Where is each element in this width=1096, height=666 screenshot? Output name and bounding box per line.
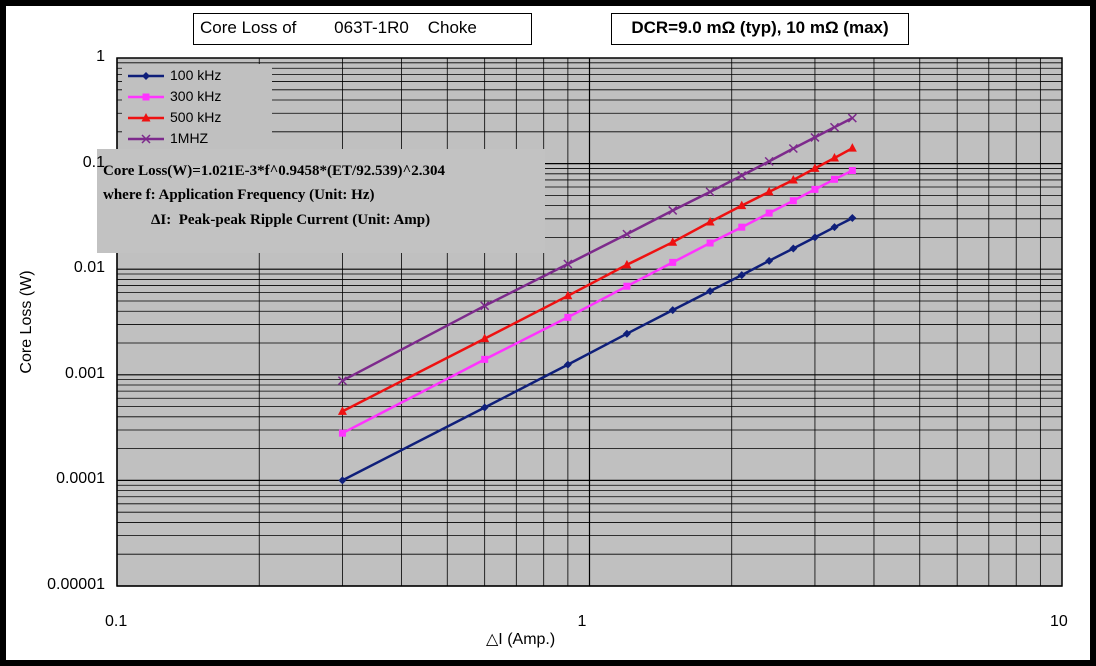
plot-border	[116, 57, 1063, 587]
data-point	[810, 233, 819, 242]
data-point	[705, 187, 715, 197]
data-point	[668, 205, 678, 215]
x-axis-label: △I (Amp.)	[486, 631, 556, 648]
legend: 100 kHz 300 kHz 500 kHz 1MHZ	[122, 64, 272, 152]
y-tick-label: 0.0001	[56, 470, 105, 488]
data-point	[737, 200, 747, 210]
data-point	[764, 156, 774, 166]
data-point	[563, 360, 572, 369]
data-point	[788, 143, 798, 154]
formula-line-1: Core Loss(W)=1.021E-3*f^0.9458*(ET/92.53…	[103, 163, 445, 179]
series-layer	[337, 113, 857, 485]
data-point	[737, 171, 747, 181]
data-point	[622, 259, 632, 269]
data-point	[848, 214, 857, 223]
data-point	[847, 113, 857, 123]
data-point	[738, 223, 746, 231]
dcr-note: DCR=9.0 mΩ (typ), 10 mΩ (max)	[611, 13, 909, 45]
data-point	[830, 175, 838, 183]
grid-lines	[116, 57, 1063, 587]
series-line	[341, 147, 854, 413]
legend-label: 500 kHz	[170, 109, 222, 125]
legend-swatch-marker	[141, 113, 151, 122]
formula-line-2: where f: Application Frequency (Unit: Hz…	[103, 187, 375, 203]
chart-frame: Core Loss of 063T-1R0 Choke DCR=9.0 mΩ (…	[6, 6, 1090, 660]
y-tick-label: 0.01	[73, 259, 105, 277]
data-point	[337, 376, 347, 386]
data-point	[564, 313, 572, 321]
data-point	[830, 223, 839, 232]
y-tick-label: 0.1	[82, 153, 105, 171]
data-point	[338, 476, 347, 485]
formula-box: Core Loss(W)=1.021E-3*f^0.9458*(ET/92.53…	[97, 149, 545, 253]
data-point	[622, 229, 632, 239]
legend-item: 300 kHz	[122, 87, 272, 107]
data-point	[829, 152, 839, 162]
data-point	[338, 429, 346, 437]
formula-line-3: ΔI: Peak-peak Ripple Current (Unit: Amp)	[151, 212, 431, 228]
data-point	[706, 239, 714, 247]
data-point	[337, 406, 347, 415]
series-3	[337, 143, 857, 415]
legend-label: 1MHZ	[170, 130, 209, 146]
legend-swatch	[128, 113, 164, 122]
chart-title: Core Loss of 063T-1R0 Choke	[193, 13, 532, 45]
legend-item: 500 kHz	[122, 108, 272, 128]
legend-label: 100 kHz	[170, 67, 222, 83]
data-point	[480, 403, 489, 412]
series-line	[341, 216, 853, 482]
x-tick-label: 0.1	[105, 613, 128, 630]
x-tick-label: 1	[577, 613, 587, 630]
data-point	[668, 237, 678, 246]
data-point	[706, 287, 715, 296]
data-point	[764, 186, 774, 196]
y-tick-label: 0.00001	[47, 576, 105, 593]
legend-swatch-marker	[141, 134, 151, 144]
core-loss-chart	[116, 57, 1063, 587]
y-tick-label: 0.001	[64, 364, 105, 382]
data-point	[765, 256, 774, 265]
data-point	[623, 282, 631, 290]
series-2	[338, 167, 856, 437]
data-point	[563, 290, 573, 300]
legend-swatch	[128, 72, 164, 80]
data-point	[789, 197, 797, 205]
data-point	[669, 258, 677, 266]
data-point	[480, 301, 490, 311]
data-point	[668, 306, 677, 315]
data-point	[788, 174, 798, 184]
data-point	[847, 143, 857, 152]
series-1	[338, 214, 857, 485]
data-point	[810, 163, 820, 172]
legend-item: 100 kHz	[122, 66, 272, 86]
data-point	[810, 132, 820, 142]
data-point	[811, 185, 819, 193]
data-point	[480, 333, 490, 343]
legend-swatch	[128, 93, 164, 101]
data-point	[705, 216, 715, 226]
data-point	[848, 167, 856, 175]
y-tick-label: 1	[96, 48, 105, 65]
series-4	[337, 113, 857, 386]
legend-swatch	[128, 134, 164, 144]
data-point	[789, 244, 798, 253]
legend-swatch-marker	[142, 72, 150, 80]
y-axis-label: Core Loss (W)	[18, 270, 35, 374]
legend-swatch-marker	[142, 93, 150, 101]
data-point	[481, 355, 489, 363]
data-point	[737, 271, 746, 280]
data-point	[622, 329, 631, 338]
legend-label: 300 kHz	[170, 88, 222, 104]
x-tick-label: 10	[1050, 613, 1068, 630]
legend-item: 1MHZ	[122, 129, 272, 149]
data-point	[563, 259, 573, 269]
data-point	[765, 209, 773, 217]
data-point	[829, 122, 840, 132]
series-line	[341, 116, 853, 382]
